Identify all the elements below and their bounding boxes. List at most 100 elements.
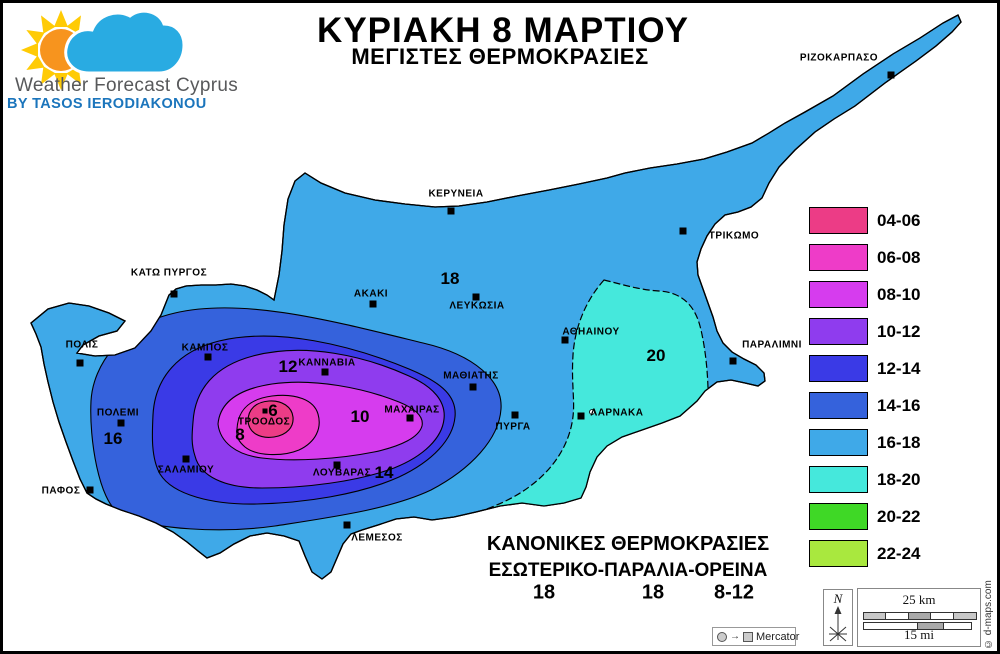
normals-title: ΚΑΝΟΝΙΚΕΣ ΘΕΡΜΟΚΡΑΣΙΕΣ (486, 533, 770, 555)
legend-swatch (809, 207, 868, 234)
legend-label: 12-14 (877, 358, 921, 378)
city-marker (182, 455, 190, 463)
legend-row: 16-18 (809, 429, 920, 456)
city-label: ΣΑΛΑΜΙΟΥ (157, 464, 215, 476)
normals-subtitle: ΕΣΩΤΕΡΙΚΟ-ΠΑΡΑΛΙΑ-ΟΡΕΙΝΑ (488, 560, 768, 581)
city-marker (577, 412, 585, 420)
page-subtitle: ΜΕΓΙΣΤΕΣ ΘΕΡΜΟΚΡΑΣΙΕΣ (351, 44, 649, 69)
legend-label: 04-06 (877, 210, 921, 230)
temperature-value: 18 (440, 269, 460, 288)
city-marker (369, 300, 377, 308)
legend-swatch (809, 466, 868, 493)
city-label: ΠΟΛΙΣ (65, 339, 99, 351)
arrow-right-icon: → (730, 630, 740, 642)
legend-swatch (809, 281, 868, 308)
page-title: ΚΥΡΙΑΚΗ 8 ΜΑΡΤΙΟΥ (317, 11, 689, 50)
contour-band-04-06 (247, 400, 294, 438)
legend-label: 08-10 (877, 284, 921, 304)
legend-swatch (809, 429, 868, 456)
cyprus-map (30, 14, 962, 580)
coastline (30, 14, 962, 580)
city-label: ΠΑΡΑΛΙΜΝΙ (742, 339, 802, 351)
temperature-value: 16 (103, 429, 123, 448)
legend-row: 10-12 (809, 318, 920, 345)
legend-label: 20-22 (877, 506, 921, 526)
city-marker (469, 383, 477, 391)
city-marker (561, 336, 569, 344)
globe-circle-icon (717, 631, 727, 642)
city-label: ΑΚΑΚΙ (353, 288, 389, 300)
sun-cloud-icon (21, 9, 186, 90)
temperature-value: 8 (235, 425, 245, 444)
city-marker (117, 419, 125, 427)
city-label: ΚΑΜΠΟΣ (181, 342, 229, 354)
legend-row: 12-14 (809, 355, 920, 382)
city-marker (472, 293, 480, 301)
temperature-value: 10 (350, 407, 370, 426)
projection-widget: → Mercator (712, 627, 800, 646)
legend-row: 04-06 (809, 207, 920, 234)
brand-title: Weather Forecast Cyprus (15, 75, 239, 96)
city-label: ΠΟΛΕΜΙ (96, 407, 140, 419)
scale-bar-mi (863, 622, 972, 630)
city-layer: ΡΙΖΟΚΑΡΠΑΣΟ ΚΕΡΥΝΕΙΑ ΤΡΙΚΩΜΟ ΚΑΤΩ ΠΥΡΓΟΣ ΑΚΑ… (3, 3, 997, 651)
legend-row: 08-10 (809, 281, 920, 308)
city-label: ΚΑΤΩ ΠΥΡΓΟΣ (130, 267, 208, 279)
city-marker (729, 357, 737, 365)
city-label: ΛΟΥΒΑΡΑΣ (312, 467, 372, 479)
city-marker (321, 368, 329, 376)
cloud-icon (64, 9, 186, 75)
legend-swatch (809, 318, 868, 345)
scale-widget: 25 km 15 mi (857, 588, 981, 647)
legend-label: 06-08 (877, 247, 921, 267)
city-marker (511, 411, 519, 419)
brand-subtitle: BY TASOS IERODIAKONOU (7, 96, 207, 112)
projected-square-icon (743, 631, 753, 642)
city-marker (333, 461, 341, 469)
city-marker (262, 408, 268, 414)
legend-row: 18-20 (809, 466, 920, 493)
city-marker (204, 353, 212, 361)
city-marker (406, 414, 414, 422)
city-label: ΠΥΡΓΑ (495, 421, 531, 433)
logo: Weather Forecast Cyprus BY TASOS IERODIA… (3, 3, 243, 118)
temperature-value: 6 (268, 401, 278, 420)
scale-mi-label: 15 mi (904, 627, 934, 642)
city-label: ΛΕΥΚΩΣΙΑ (449, 300, 505, 312)
city-label: ΜΑΘΙΑΤΗΣ (443, 370, 499, 382)
normals-block: ΚΑΝΟΝΙΚΕΣ ΘΕΡΜΟΚΡΑΣΙΕΣ ΕΣΩΤΕΡΙΚΟ-ΠΑΡΑΛΙΑ… (453, 533, 803, 582)
city-marker (679, 227, 687, 235)
legend-row: 20-22 (809, 503, 920, 530)
compass-widget: N (823, 589, 853, 646)
city-label: ΚΕΡΥΝΕΙΑ (428, 188, 484, 200)
city-label: ΜΑΧΑΙΡΑΣ (384, 404, 440, 416)
temperature-value: 20 (646, 346, 666, 365)
city-marker (343, 521, 351, 529)
north-arrow-icon: N (829, 591, 847, 642)
scale-km-label: 25 km (902, 592, 936, 607)
city-label: ΛΕΜΕΣΟΣ (351, 532, 403, 544)
legend-label: 18-20 (877, 469, 921, 489)
legend-swatch (809, 503, 868, 530)
projection-label: Mercator (756, 630, 800, 643)
legend: 04-06 06-08 08-10 10-12 12-14 14-16 16-18 18-20… (809, 207, 920, 577)
city-marker (887, 71, 895, 79)
legend-label: 22-24 (877, 543, 921, 563)
city-label: ΛΑΡΝΑΚΑ (590, 407, 644, 419)
city-marker (447, 207, 455, 215)
city-marker (86, 486, 94, 494)
legend-label: 14-16 (877, 395, 921, 415)
salt-lake-icon (589, 409, 595, 415)
city-label: ΤΡΙΚΩΜΟ (708, 230, 760, 242)
temperature-value: 14 (374, 463, 394, 482)
city-label: ΚΑΝΝΑΒΙΑ (298, 357, 356, 369)
legend-row: 22-24 (809, 540, 920, 567)
city-marker (170, 290, 178, 298)
legend-swatch (809, 355, 868, 382)
scale-bar-km (863, 612, 977, 620)
legend-swatch (809, 244, 868, 271)
legend-label: 10-12 (877, 321, 921, 341)
city-label: ΤΡΟΟΔΟΣ (237, 416, 291, 428)
legend-row: 14-16 (809, 392, 920, 419)
